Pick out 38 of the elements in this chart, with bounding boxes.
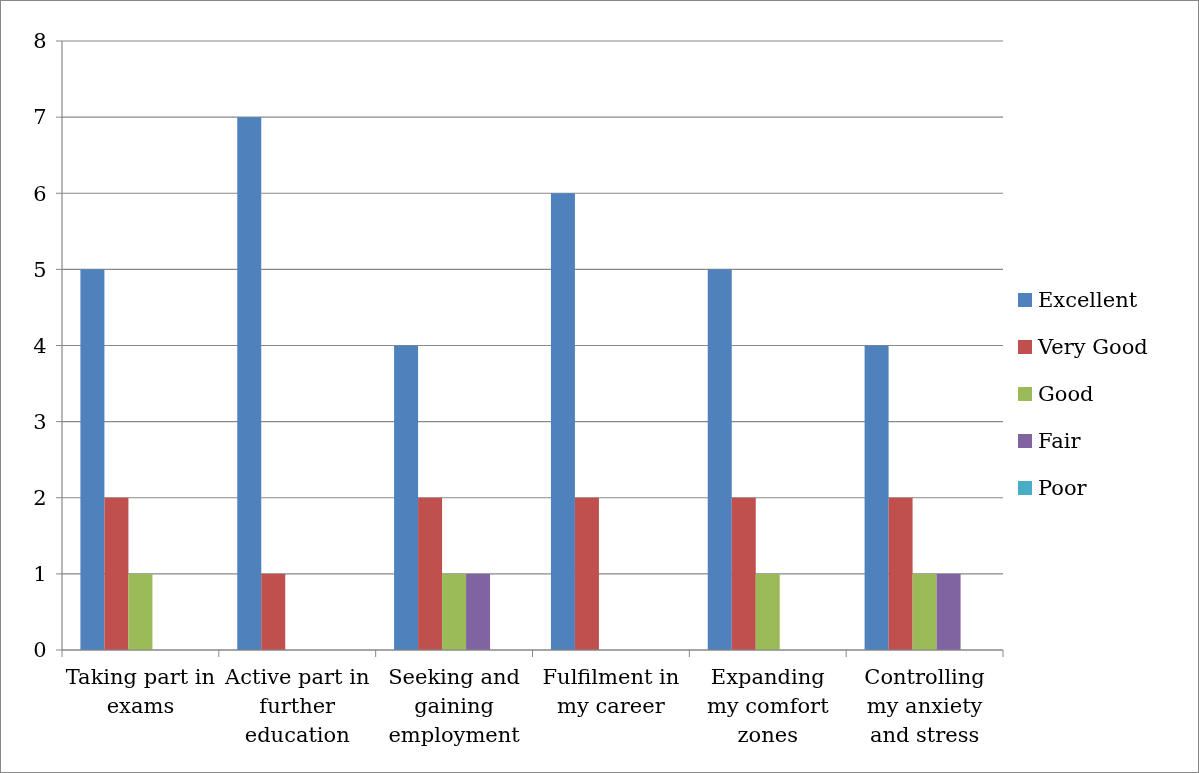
bar bbox=[418, 497, 443, 650]
bar bbox=[755, 573, 780, 650]
x-tick-label: Fulfilment in my career bbox=[542, 665, 680, 718]
legend-label: Good bbox=[1038, 382, 1094, 407]
bar bbox=[550, 193, 575, 650]
y-tick-label: 4 bbox=[33, 333, 47, 358]
y-tick-label: 3 bbox=[33, 409, 47, 434]
x-tick-label: Active part in further education bbox=[224, 665, 370, 747]
bar bbox=[237, 117, 262, 650]
x-tick-label: Controlling my anxiety and stress bbox=[864, 665, 985, 747]
x-tick-label: Taking part in exams bbox=[65, 665, 216, 718]
y-tick-label: 6 bbox=[33, 181, 47, 206]
bar bbox=[574, 497, 599, 650]
y-tick-label: 2 bbox=[33, 486, 47, 511]
y-tick-label: 8 bbox=[33, 29, 47, 54]
x-tick-label: Expanding my comfort zones bbox=[706, 665, 830, 747]
bar bbox=[888, 497, 913, 650]
bar bbox=[912, 573, 937, 650]
bar bbox=[80, 269, 105, 650]
legend-label: Excellent bbox=[1038, 288, 1138, 313]
bar bbox=[104, 497, 129, 650]
y-tick-label: 0 bbox=[33, 638, 47, 663]
bar bbox=[936, 573, 961, 650]
bar bbox=[707, 269, 732, 650]
legend-label: Fair bbox=[1038, 429, 1082, 454]
bar bbox=[394, 345, 419, 650]
y-tick-label: 1 bbox=[33, 562, 47, 587]
x-tick-label: Seeking and gaining employment bbox=[388, 665, 521, 747]
bar bbox=[466, 573, 491, 650]
bar bbox=[864, 345, 889, 650]
legend-label: Poor bbox=[1038, 476, 1088, 501]
y-tick-label: 5 bbox=[33, 257, 47, 282]
bar bbox=[128, 573, 153, 650]
bar bbox=[261, 573, 286, 650]
bar bbox=[731, 497, 756, 650]
bar bbox=[442, 573, 467, 650]
legend-label: Very Good bbox=[1037, 335, 1148, 360]
y-tick-label: 7 bbox=[33, 105, 47, 130]
